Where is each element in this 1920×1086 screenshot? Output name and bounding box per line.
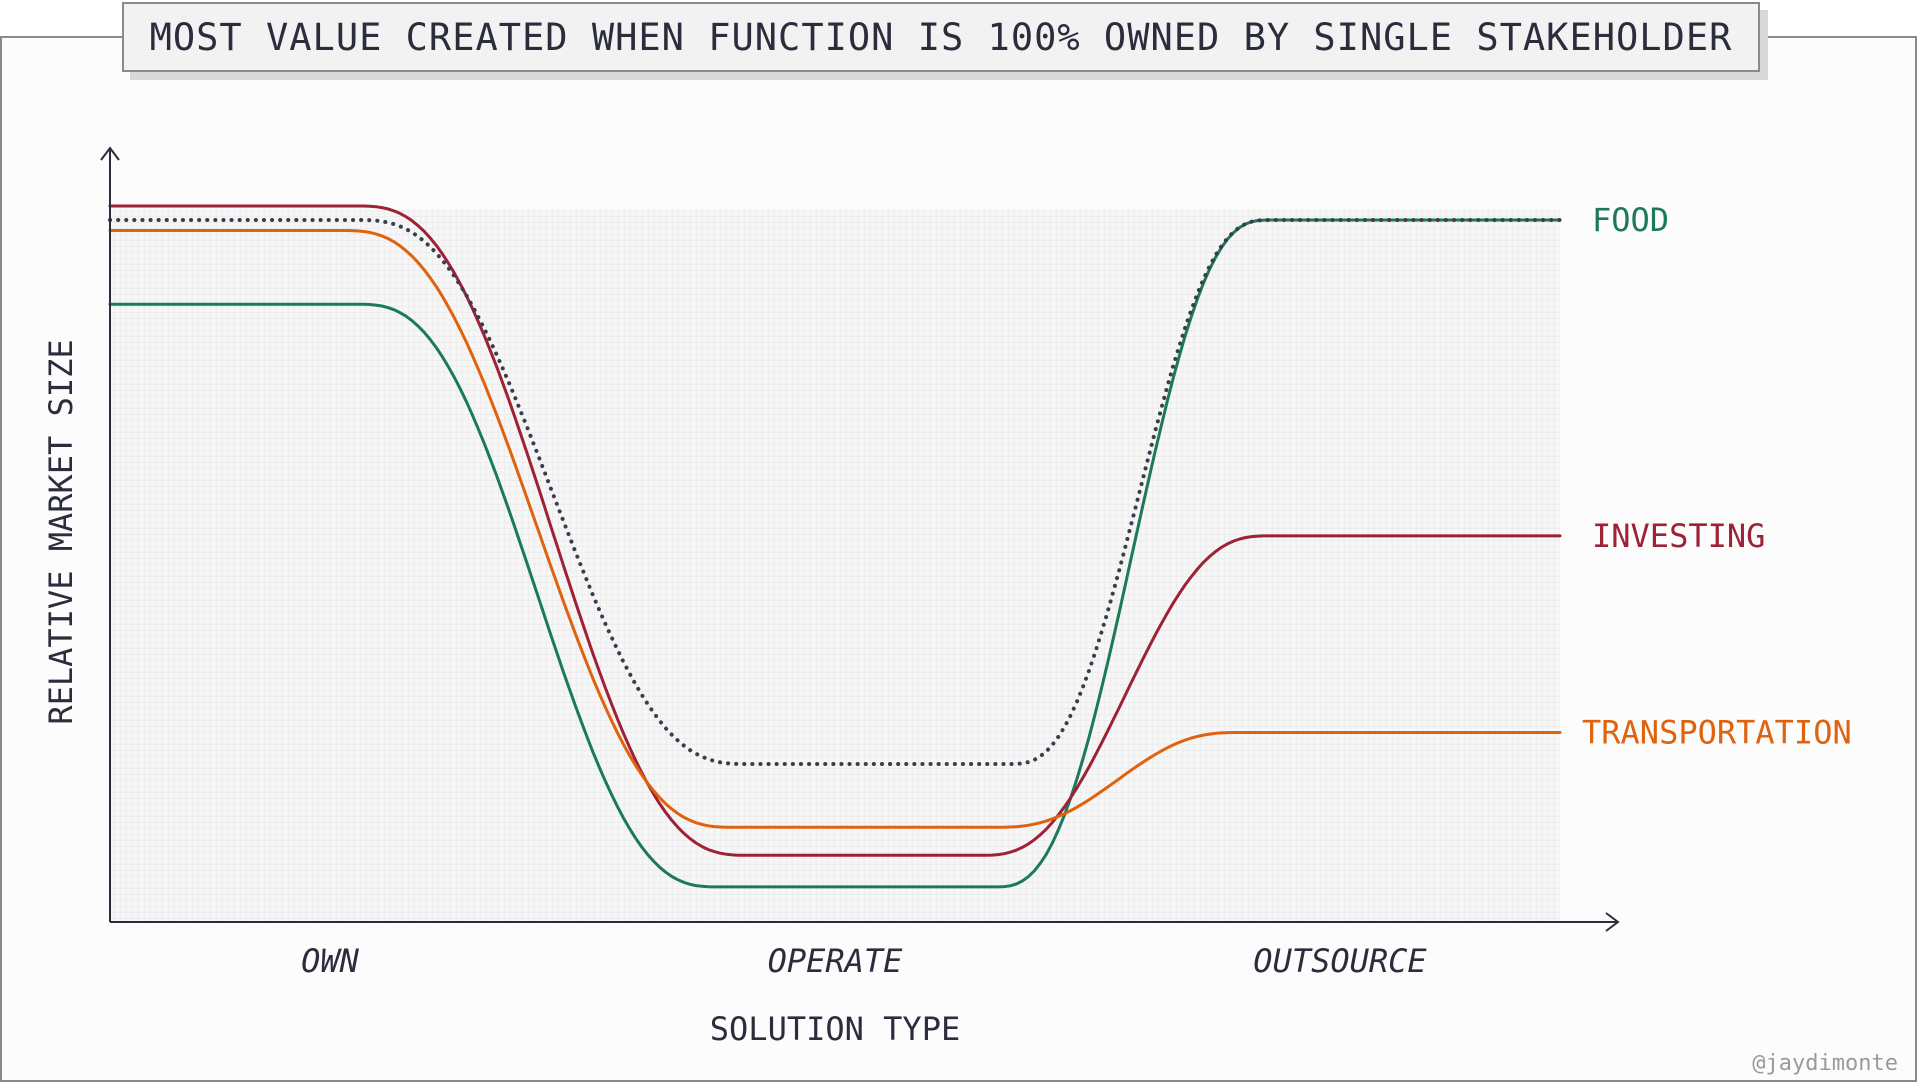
x-tick-label-outsource: OUTSOURCE	[1253, 942, 1427, 980]
x-axis-arrow	[1605, 912, 1620, 932]
x-tick-label-own: OWN	[301, 942, 360, 980]
plot-grid	[110, 210, 1560, 922]
axes-group	[100, 146, 1620, 932]
x-axis-title: SOLUTION TYPE	[710, 1010, 960, 1048]
y-axis-arrow	[100, 146, 120, 161]
series-group	[108, 204, 1562, 889]
series-label-transportation: TRANSPORTATION	[1582, 714, 1852, 752]
series-line-investing	[108, 204, 1562, 857]
x-tick-label-operate: OPERATE	[768, 942, 904, 980]
series-label-food: FOOD	[1592, 201, 1669, 239]
y-axis-title: RELATIVE MARKET SIZE	[42, 339, 80, 724]
series-line-transportation	[108, 229, 1562, 829]
credit-text: @jaydimonte	[1752, 1051, 1898, 1076]
chart-title: MOST VALUE CREATED WHEN FUNCTION IS 100%…	[122, 2, 1760, 72]
series-label-investing: INVESTING	[1592, 517, 1765, 555]
labels-group: OWN OPERATE OUTSOURCE SOLUTION TYPE RELATIVE…	[42, 201, 1852, 1048]
series-line-aggregate	[108, 218, 1562, 766]
